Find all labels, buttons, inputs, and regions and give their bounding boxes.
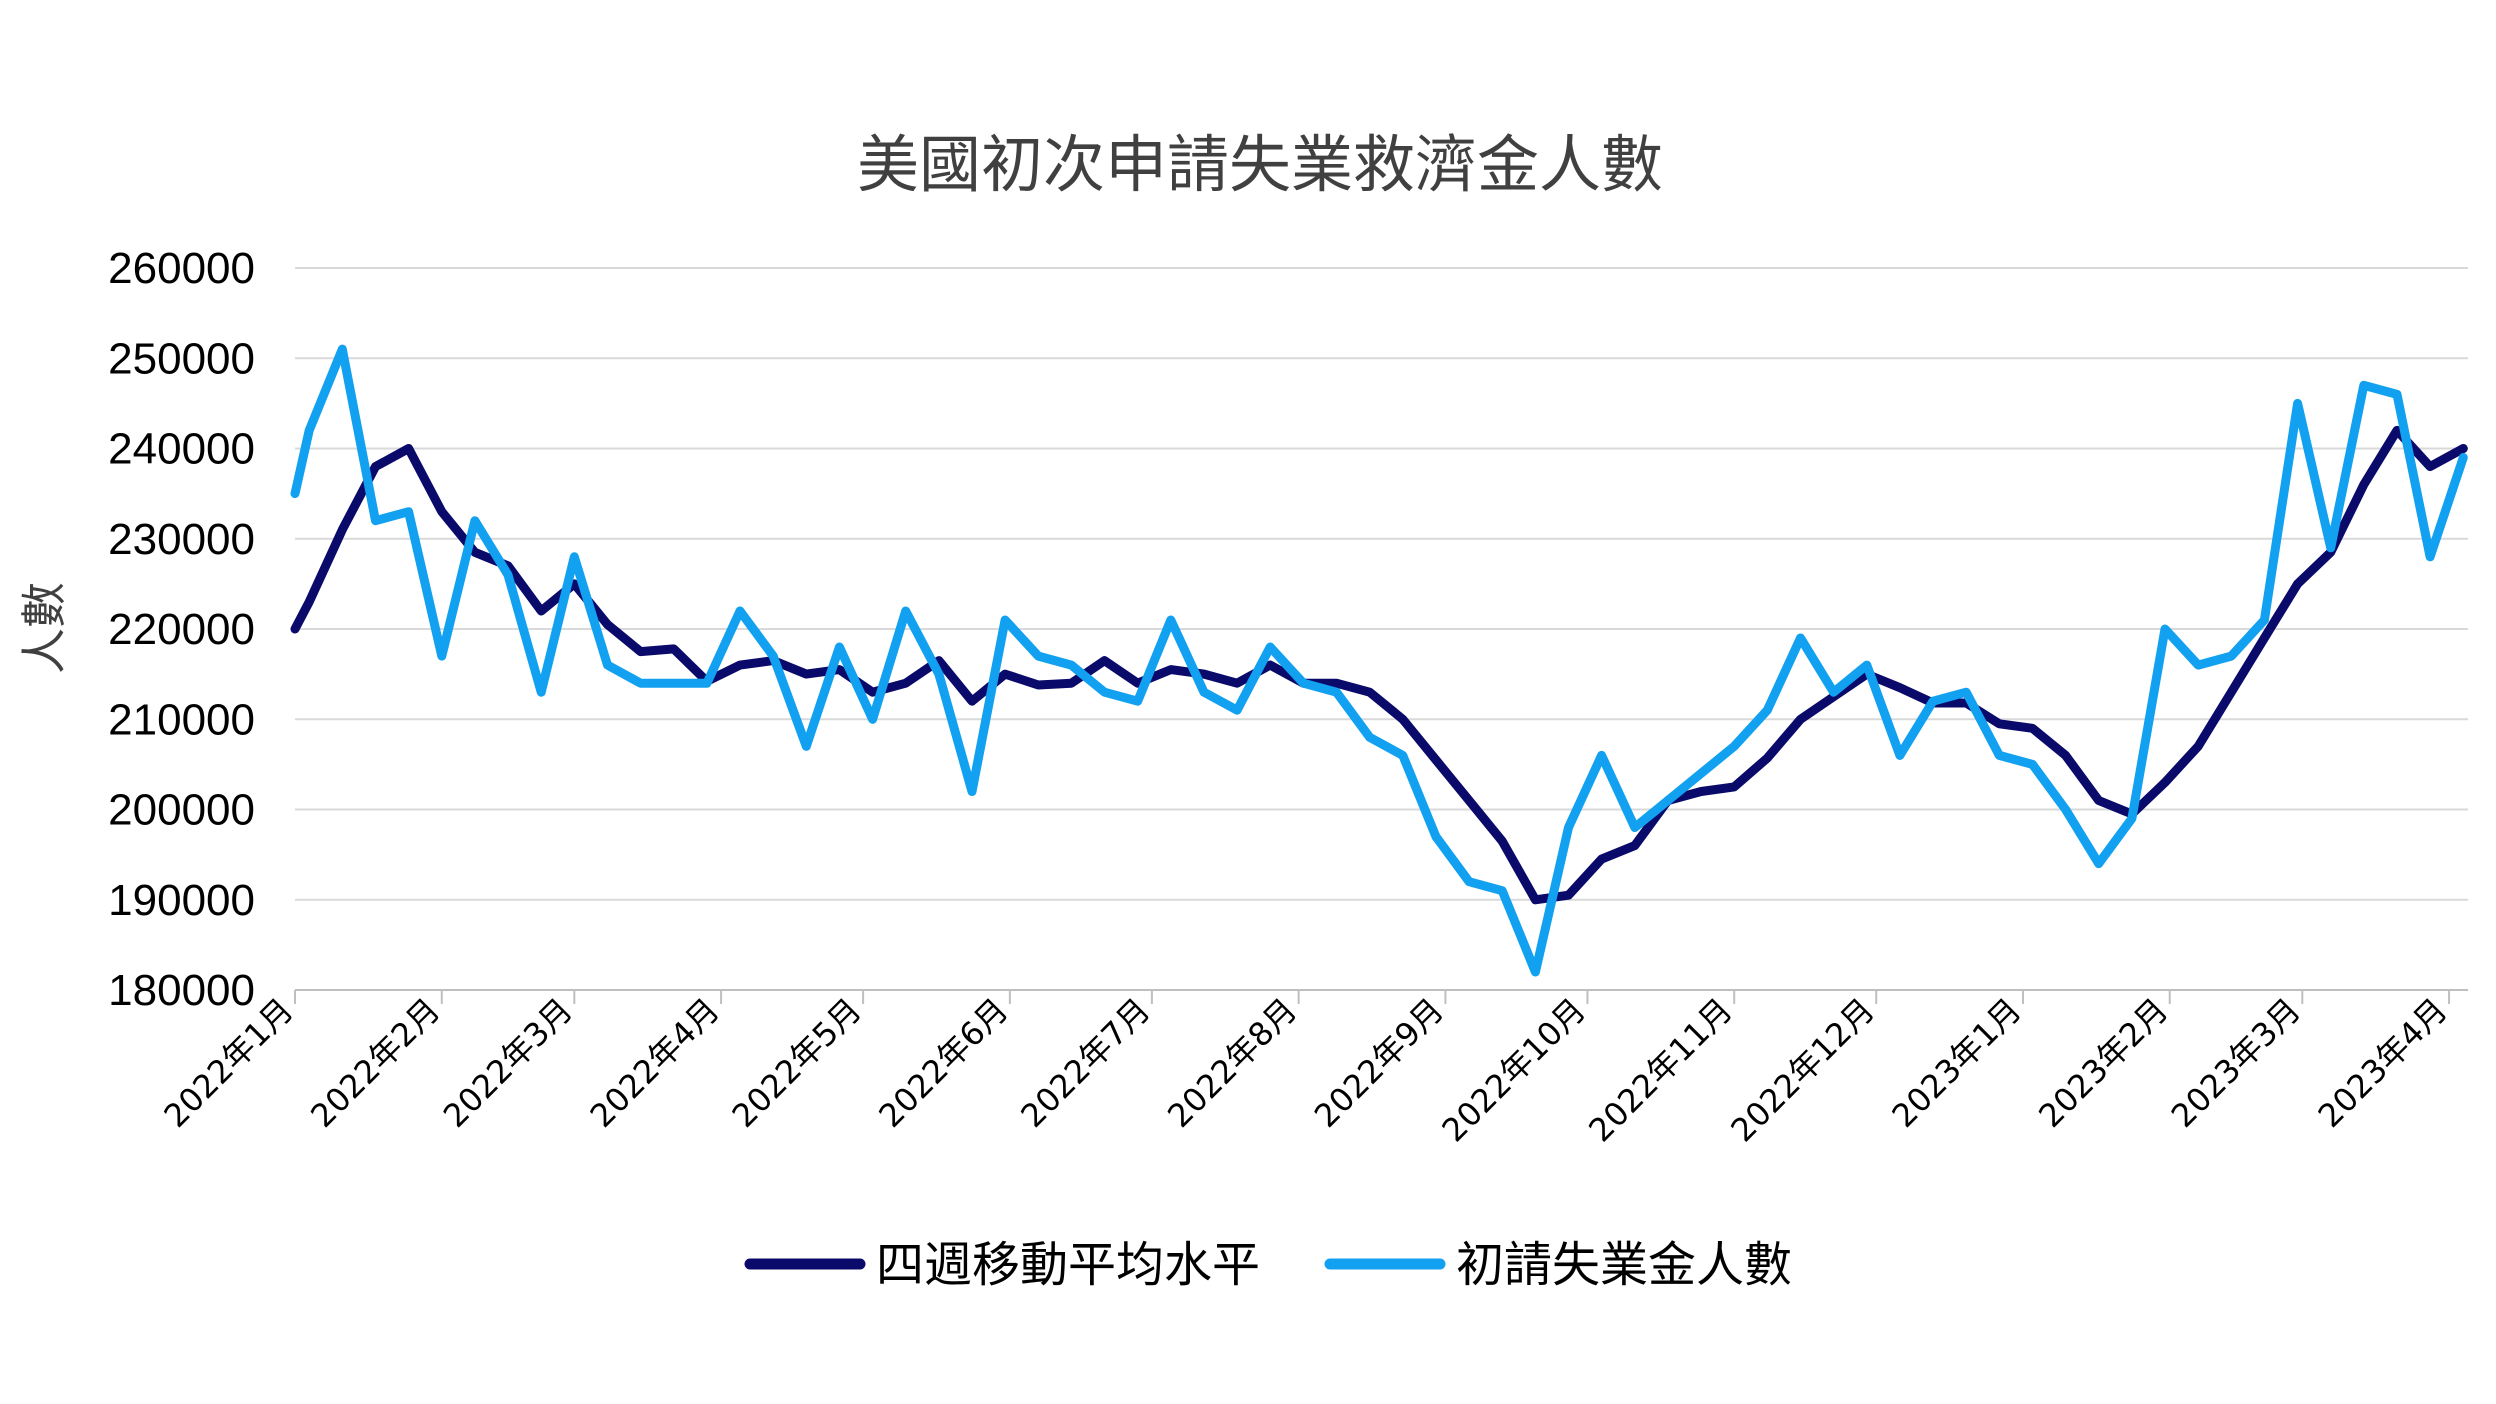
x-tick-label: 2022年3月 xyxy=(436,991,580,1135)
y-tick-label: 250000 xyxy=(108,334,255,383)
x-tick-label: 2022年8月 xyxy=(1160,991,1304,1135)
x-tick-label: 2022年12月 xyxy=(1723,991,1882,1150)
x-tick-label: 2023年3月 xyxy=(2164,991,2308,1135)
series-line-initial-claims xyxy=(290,344,2468,977)
y-tick-label: 240000 xyxy=(108,425,255,474)
x-tick-label: 2022年11月 xyxy=(1581,991,1740,1150)
x-tick-label: 2022年4月 xyxy=(583,991,727,1135)
x-tick-label: 2022年6月 xyxy=(871,991,1015,1135)
x-tick-label: 2022年10月 xyxy=(1435,991,1594,1150)
y-tick-labels: 180000 190000 200000 210000 220000 230000 2400… xyxy=(108,244,255,1015)
y-tick-label: 260000 xyxy=(108,244,255,293)
legend: 四週移動平均水平 初請失業金人數 xyxy=(744,1237,1792,1293)
gridlines xyxy=(295,267,2468,901)
x-tick-label: 2022年2月 xyxy=(303,991,447,1135)
x-tick-label: 2022年9月 xyxy=(1307,991,1451,1135)
series-lines xyxy=(290,344,2468,977)
x-tick-label: 2022年5月 xyxy=(725,991,869,1135)
series-line-moving-average xyxy=(290,425,2468,905)
legend-label: 四週移動平均水平 xyxy=(876,1237,1260,1293)
x-tick-label: 2023年4月 xyxy=(2311,991,2455,1135)
legend-label: 初請失業金人數 xyxy=(1456,1237,1792,1293)
chart-title: 美國初次申請失業救濟金人數 xyxy=(857,128,1663,201)
x-tick-label: 2023年1月 xyxy=(1885,991,2029,1135)
y-tick-label: 200000 xyxy=(108,786,255,835)
y-tick-label: 210000 xyxy=(108,695,255,744)
y-tick-label: 220000 xyxy=(108,605,255,654)
y-tick-label: 190000 xyxy=(108,876,255,925)
y-axis-label: 人數 xyxy=(17,582,71,674)
x-tick-label: 2023年2月 xyxy=(2031,991,2175,1135)
x-tick-label: 2022年7月 xyxy=(1013,991,1157,1135)
y-tick-label: 230000 xyxy=(108,515,255,564)
y-tick-label: 180000 xyxy=(108,966,255,1015)
